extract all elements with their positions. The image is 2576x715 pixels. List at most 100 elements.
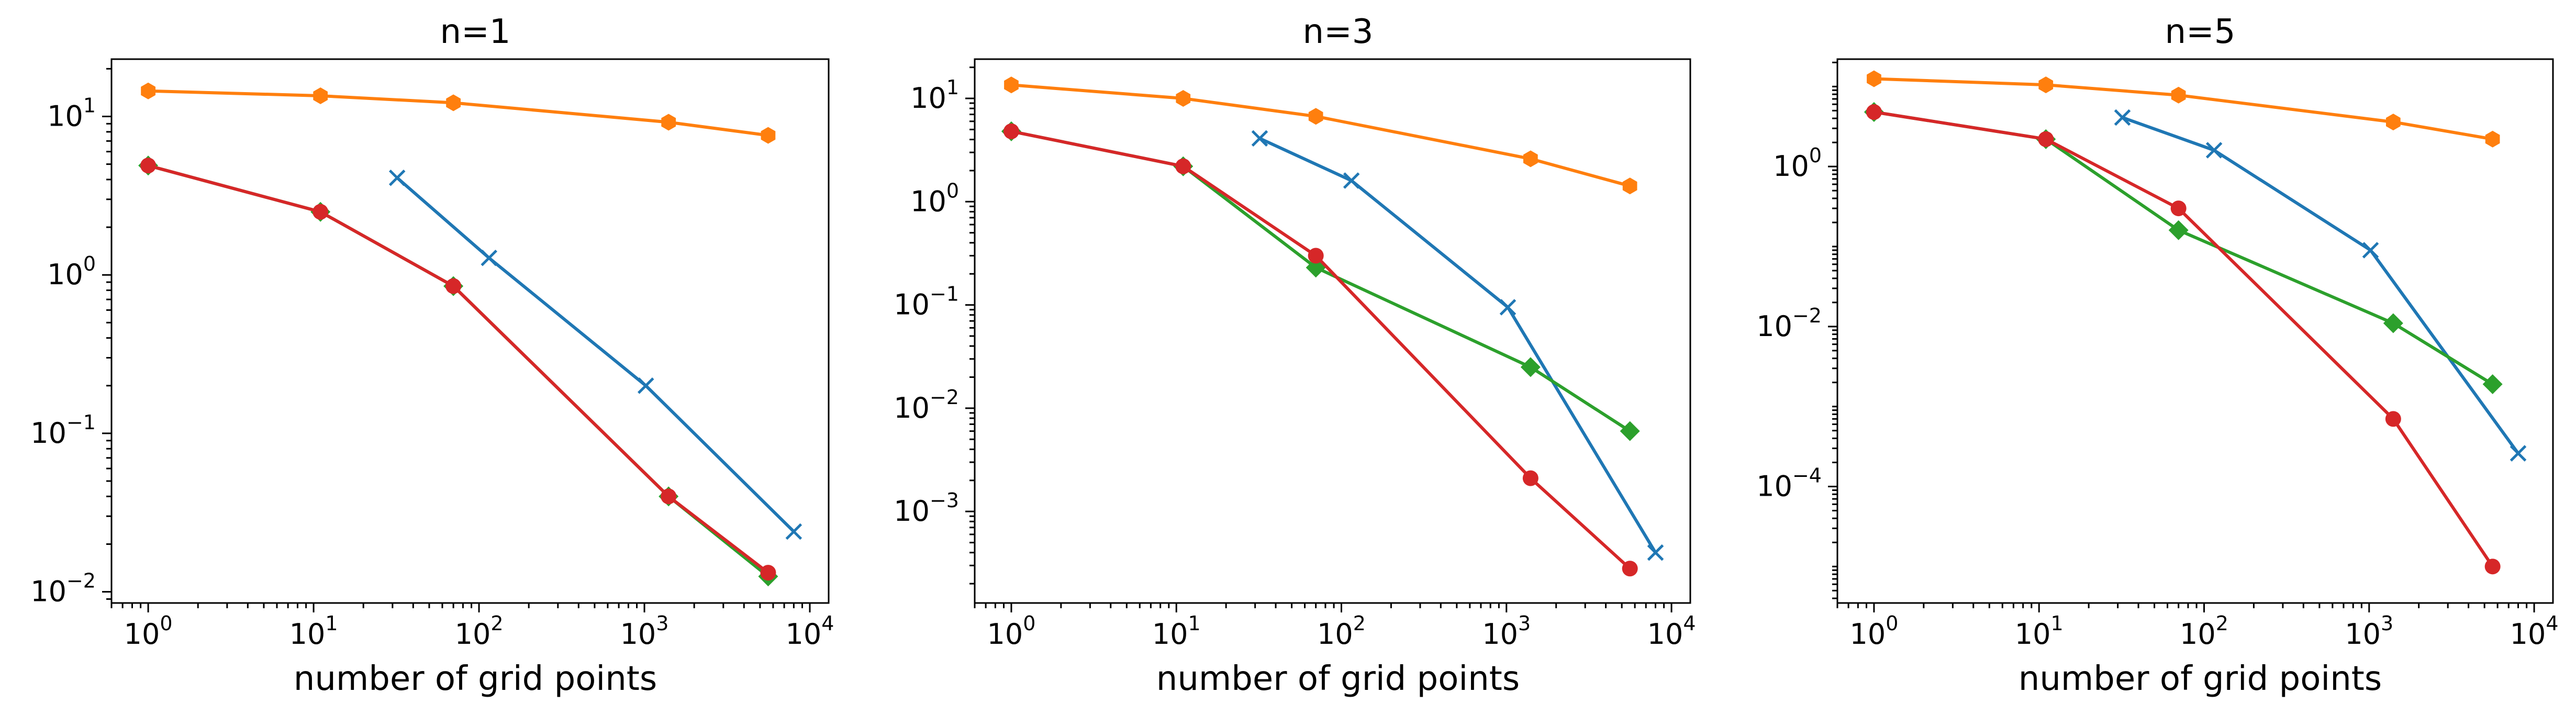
series-line [1874,77,2493,141]
x-axis-label: number of grid points [1156,660,1520,698]
x-tick-label: 104 [2510,612,2559,651]
y-tick-label: 101 [47,94,96,132]
data-point [2383,313,2403,333]
data-point [637,377,654,394]
y-tick-label: 10−2 [30,569,96,608]
data-point [141,82,155,99]
series-blue-x [1251,130,1664,561]
x-axis-label: number of grid points [294,660,657,698]
data-point [1520,357,1541,377]
data-point [1867,70,1881,87]
data-point [1620,421,1640,441]
series-red-circle [1866,104,2501,575]
data-point [1647,544,1664,561]
series-line [1011,83,1631,188]
data-point [2170,200,2187,217]
plot-area-frame [1836,58,2554,604]
data-point [2385,411,2401,427]
x-tick-label: 102 [455,612,504,651]
series-line [1011,129,1631,433]
series-green-diamond [1864,102,2503,395]
data-point [1866,104,1882,120]
x-tick-label: 101 [1152,612,1201,651]
series-line [1259,137,1657,554]
chart-title: n=1 [440,13,511,51]
data-point [140,158,157,174]
plot-area-frame [110,58,830,604]
x-tick-label: 100 [987,612,1035,651]
subplot-n1: n=1 number of grid points 100 101 102 103 10… [30,13,834,698]
data-point [2386,114,2401,131]
x-tick-label: 103 [1482,612,1531,651]
data-point [2205,142,2223,159]
y-tick-label: 100 [1773,144,1822,183]
series-line [396,176,795,533]
data-point [2038,131,2054,147]
series-green-diamond [138,155,778,587]
y-tick-label: 10−2 [894,386,959,424]
x-tick-label: 101 [289,612,338,651]
x-tick-label: 104 [1647,612,1696,651]
data-point [661,488,677,505]
x-tick-label: 103 [2345,612,2393,651]
y-tick-label: 101 [910,76,959,115]
data-point [388,169,406,186]
data-point [313,204,329,220]
x-tick-label: 100 [124,612,173,651]
plot-area-frame [974,58,1691,604]
series-red-circle [1003,123,1638,577]
data-point [2485,130,2500,148]
x-tick-label: 100 [1849,612,1898,651]
data-point [1003,123,1019,139]
series-blue-x [2114,109,2527,462]
data-point [2168,220,2189,240]
x-tick-label: 104 [786,612,834,651]
y-tick-label: 10−1 [30,411,96,450]
chart-title: n=3 [1303,13,1374,51]
data-point [2482,374,2503,395]
data-point [2171,86,2186,104]
data-point [1251,130,1268,147]
y-tick-label: 10−1 [894,283,959,321]
chart-title: n=5 [2165,13,2236,51]
data-point [1499,299,1516,316]
data-point [1522,470,1538,486]
data-point [1308,248,1324,264]
data-point [2038,76,2054,94]
series-line [148,164,770,574]
series-line [1011,129,1631,570]
series-green-diamond [1001,121,1640,441]
data-point [661,114,676,131]
data-point [313,87,328,104]
x-axis-label: number of grid points [2019,660,2382,698]
data-point [445,278,462,294]
subplot-n3: n=3 number of grid points 100 101 102 103 10… [894,13,1696,698]
y-tick-label: 100 [47,252,96,291]
series-orange-hexagon [1004,76,1637,195]
data-point [1622,177,1637,195]
series-line [2122,116,2519,454]
series-line [1874,110,2494,386]
data-point [761,127,776,144]
data-point [1004,76,1019,94]
series-orange-hexagon [141,82,776,144]
series-line [1874,110,2494,567]
x-tick-label: 102 [2180,612,2228,651]
data-point [785,523,802,540]
x-tick-label: 103 [620,612,669,651]
series-orange-hexagon [1867,70,2500,148]
series-line [148,164,770,578]
data-point [1523,150,1538,167]
data-point [2510,445,2527,462]
data-point [2114,109,2131,126]
y-tick-label: 10−4 [1756,464,1822,502]
data-point [2362,242,2379,259]
series-red-circle [140,158,776,581]
y-tick-label: 10−3 [894,489,959,528]
data-point [1175,158,1191,174]
x-tick-label: 101 [2015,612,2064,651]
data-point [1343,172,1360,189]
data-point [481,249,497,266]
series-blue-x [388,169,802,540]
